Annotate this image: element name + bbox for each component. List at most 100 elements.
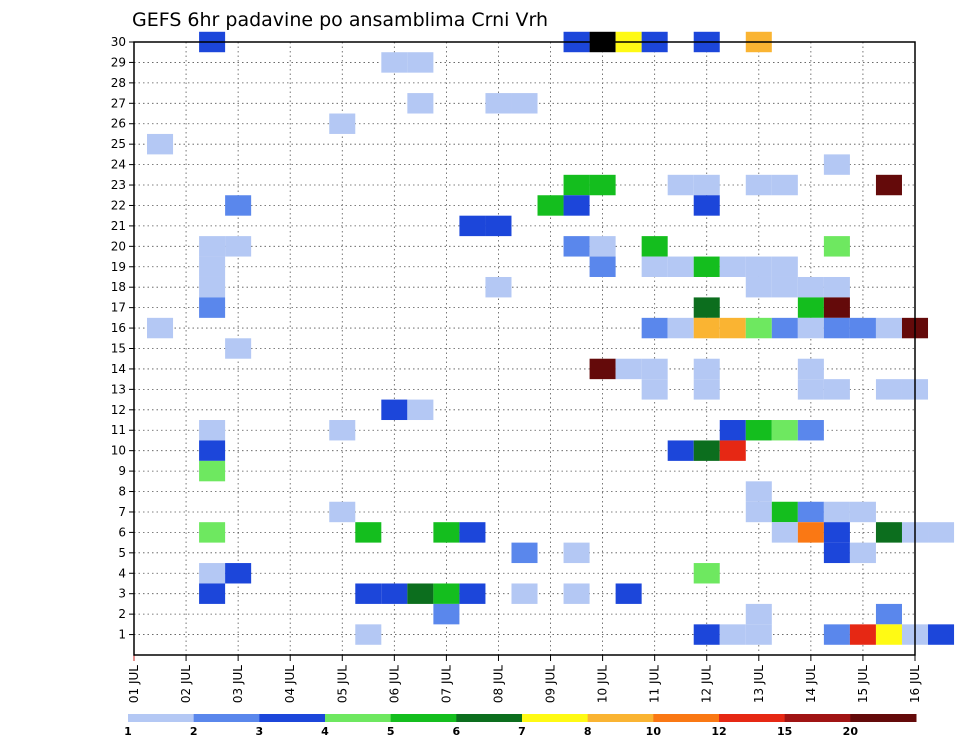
x-tick-label: 06 JUL — [387, 665, 401, 703]
heatmap-cell — [199, 583, 226, 604]
heatmap-cell — [693, 624, 720, 645]
heatmap-cell — [563, 195, 590, 216]
heatmap-cell — [745, 256, 772, 277]
heatmap-cell — [719, 317, 746, 339]
heatmap-cell — [511, 93, 538, 114]
legend-label: 3 — [256, 725, 264, 738]
heatmap-cell — [407, 399, 434, 421]
heatmap-cell — [589, 174, 616, 196]
heatmap-cell — [199, 256, 226, 277]
heatmap-cell — [589, 358, 616, 380]
legend-swatch — [128, 714, 195, 722]
legend-label: 7 — [518, 725, 526, 738]
heatmap-cell — [797, 297, 824, 318]
heatmap-cell — [797, 501, 824, 523]
heatmap-cell — [485, 215, 512, 237]
heatmap-cell — [693, 195, 720, 216]
heatmap-cell — [849, 317, 876, 339]
legend-swatch — [193, 714, 260, 722]
heatmap-cell — [693, 358, 720, 380]
y-tick-label: 2 — [118, 607, 126, 621]
heatmap-cell — [381, 583, 408, 604]
heatmap-cell — [719, 420, 746, 441]
heatmap-cell — [745, 501, 772, 523]
heatmap-cell — [693, 317, 720, 339]
heatmap-cell — [563, 583, 590, 604]
heatmap-cell — [875, 624, 902, 645]
legend-swatch — [850, 714, 917, 722]
heatmap-cell — [485, 93, 512, 114]
heatmap-cell — [875, 317, 902, 339]
heatmap-cell — [563, 542, 590, 564]
y-tick-label: 11 — [111, 423, 126, 437]
heatmap-cell — [407, 52, 434, 73]
y-tick-label: 9 — [118, 464, 126, 478]
legend-swatch — [784, 714, 851, 722]
heatmap-cell — [329, 420, 356, 441]
heatmap-cell — [199, 297, 226, 318]
heatmap-cell — [771, 522, 798, 543]
legend-label: 2 — [190, 725, 198, 738]
legend-swatch — [653, 714, 720, 722]
y-tick-label: 10 — [111, 444, 126, 458]
x-tick-label: 01 JUL — [127, 665, 141, 703]
heatmap-cell — [147, 133, 174, 155]
legend-swatch — [259, 714, 326, 722]
y-tick-label: 21 — [111, 219, 126, 233]
heatmap-cell — [199, 276, 226, 298]
y-tick-label: 6 — [118, 525, 126, 539]
x-tick-label: 12 JUL — [700, 665, 714, 703]
heatmap-cell — [771, 256, 798, 277]
legend-swatch — [456, 714, 523, 722]
heatmap-cell — [641, 358, 668, 380]
heatmap-cell — [745, 317, 772, 339]
heatmap-cell — [667, 174, 694, 196]
y-tick-label: 23 — [111, 178, 126, 192]
y-tick-label: 19 — [111, 260, 126, 274]
heatmap-cell — [667, 317, 694, 339]
heatmap-cell — [641, 379, 668, 400]
heatmap-cell — [797, 358, 824, 380]
heatmap-cell — [667, 440, 694, 461]
heatmap-cell — [719, 256, 746, 277]
heatmap-cell — [928, 522, 955, 543]
heatmap-cell — [771, 276, 798, 298]
y-tick-label: 25 — [111, 137, 126, 151]
legend-swatch — [325, 714, 392, 722]
x-tick-label: 11 JUL — [648, 665, 662, 703]
heatmap-cell — [745, 624, 772, 645]
heatmap-cell — [381, 399, 408, 421]
heatmap-cell — [823, 501, 850, 523]
y-tick-label: 22 — [111, 198, 126, 212]
heatmap-cell — [641, 256, 668, 277]
legend-label: 4 — [321, 725, 329, 738]
heatmap-cell — [823, 317, 850, 339]
heatmap-cell — [823, 236, 850, 257]
heatmap-cell — [719, 440, 746, 461]
heatmap-cell — [928, 624, 955, 645]
x-tick-label: 15 JUL — [856, 665, 870, 703]
heatmap-cell — [823, 276, 850, 298]
legend-swatch — [719, 714, 786, 722]
heatmap-cell — [667, 256, 694, 277]
legend-label: 1 — [124, 725, 132, 738]
chart-title: GEFS 6hr padavine po ansamblima Crni Vrh — [132, 9, 548, 31]
y-tick-label: 4 — [118, 566, 126, 580]
heatmap-cell — [199, 522, 226, 543]
heatmap-cell — [615, 358, 642, 380]
heatmap-cell — [563, 174, 590, 196]
heatmap-cell — [381, 52, 408, 73]
heatmap-cell — [693, 297, 720, 318]
y-axis-ticks: 1234567891011121314151617181920212223242… — [111, 35, 134, 642]
x-tick-label: 14 JUL — [804, 665, 818, 703]
heatmap-cell — [615, 583, 642, 604]
y-tick-label: 24 — [111, 158, 126, 172]
x-tick-label: 03 JUL — [231, 665, 245, 703]
heatmap-cell — [797, 276, 824, 298]
y-tick-label: 26 — [111, 117, 126, 131]
heatmap-cell — [745, 420, 772, 441]
legend-swatch — [522, 714, 589, 722]
heatmap-cell — [199, 563, 226, 584]
heatmap-cell — [797, 317, 824, 339]
